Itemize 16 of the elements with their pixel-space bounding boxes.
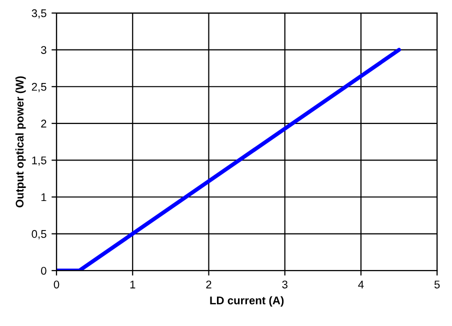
x-tick-label: 4 bbox=[358, 280, 364, 288]
x-tick-label: 5 bbox=[434, 280, 440, 288]
x-tick-label: 3 bbox=[282, 280, 288, 288]
x-tick-label: 0 bbox=[54, 280, 60, 288]
x-tick-label: 2 bbox=[206, 280, 212, 288]
y-tick-label: 1 bbox=[41, 193, 46, 202]
y-tick-label: 3,5 bbox=[32, 9, 46, 18]
y-tick-label: 0,5 bbox=[32, 230, 46, 240]
x-tick-label: 1 bbox=[130, 280, 136, 288]
y-tick-label: 0 bbox=[41, 266, 46, 275]
y-tick-label: 1,5 bbox=[32, 156, 46, 166]
y-tick-label: 2,5 bbox=[32, 82, 46, 92]
x-axis-title: LD current (A) bbox=[210, 296, 284, 307]
y-tick-label: 2 bbox=[41, 120, 46, 128]
y-tick-label: 3 bbox=[41, 46, 46, 54]
y-axis-title: Output optical power (W) bbox=[15, 76, 26, 208]
